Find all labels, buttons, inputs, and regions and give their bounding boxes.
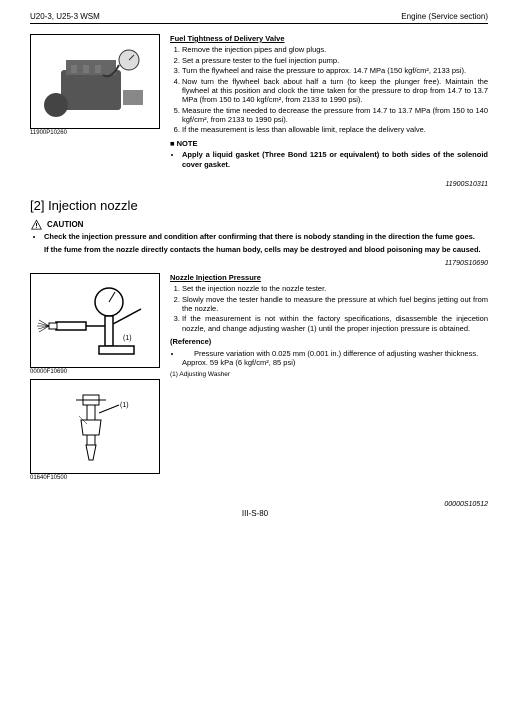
svg-text:(1): (1): [120, 402, 129, 409]
fig3-label: 01640F10500: [30, 475, 160, 481]
step-item: If the measurement is less than allowabl…: [182, 125, 488, 134]
caution-item: Check the injection pressure and conditi…: [44, 232, 488, 241]
block1-steps: Remove the injection pipes and glow plug…: [170, 45, 488, 134]
nozzle-pressure-block: (1) 00000F10690 (1): [30, 273, 488, 481]
page-number: III-S-80: [0, 509, 510, 518]
step-item: If the measurement is not within the fac…: [182, 314, 488, 333]
block2-title: Nozzle Injection Pressure: [170, 273, 488, 282]
caution-block: CAUTION Check the injection pressure and…: [30, 219, 488, 254]
nozzle-tester-figure: (1): [30, 273, 160, 368]
step-item: Slowly move the tester handle to measure…: [182, 295, 488, 314]
section-injection-nozzle: [2] Injection nozzle: [30, 198, 488, 213]
fuel-tightness-block: 11900P10260 Fuel Tightness of Delivery V…: [30, 34, 488, 173]
svg-text:(1): (1): [123, 335, 132, 342]
fig2-label: 00000F10690: [30, 369, 160, 375]
header-left: U20-3, U25-3 WSM: [30, 12, 100, 21]
caution-item: If the fume from the nozzle directly con…: [30, 245, 488, 254]
reference-head: (Reference): [170, 337, 488, 346]
note-body: Apply a liquid gasket (Three Bond 1215 o…: [182, 150, 488, 169]
note-head: ■ NOTE: [170, 139, 488, 148]
step-item: Measure the time needed to decrease the …: [182, 106, 488, 125]
caution-label: CAUTION: [47, 220, 83, 229]
caution-ref: 11790S10690: [30, 260, 488, 267]
block2-steps: Set the injection nozzle to the nozzle t…: [170, 284, 488, 333]
step-item: Remove the injection pipes and glow plug…: [182, 45, 488, 54]
warning-icon: [30, 219, 43, 230]
reference-body2: Approx. 59 kPa (6 kgf/cm², 85 psi): [182, 358, 295, 367]
step-item: Set a pressure tester to the fuel inject…: [182, 56, 488, 65]
step-item: Set the injection nozzle to the nozzle t…: [182, 284, 488, 293]
block2-ref: 00000S10512: [30, 501, 488, 508]
header-divider: [30, 23, 488, 24]
block1-ref: 11900S10311: [30, 181, 488, 188]
step-item: Turn the flywheel and raise the pressure…: [182, 66, 488, 75]
reference-body: Pressure variation with 0.025 mm (0.001 …: [182, 349, 478, 358]
callout-list: (1) Adjusting Washer: [170, 371, 488, 379]
header-right: Engine (Service section): [401, 12, 488, 21]
fig1-label: 11900P10260: [30, 130, 160, 136]
block1-title: Fuel Tightness of Delivery Valve: [170, 34, 488, 43]
adjusting-washer-figure: (1): [30, 379, 160, 474]
step-item: Now turn the flywheel back about half a …: [182, 77, 488, 105]
engine-photo-figure: [30, 34, 160, 129]
